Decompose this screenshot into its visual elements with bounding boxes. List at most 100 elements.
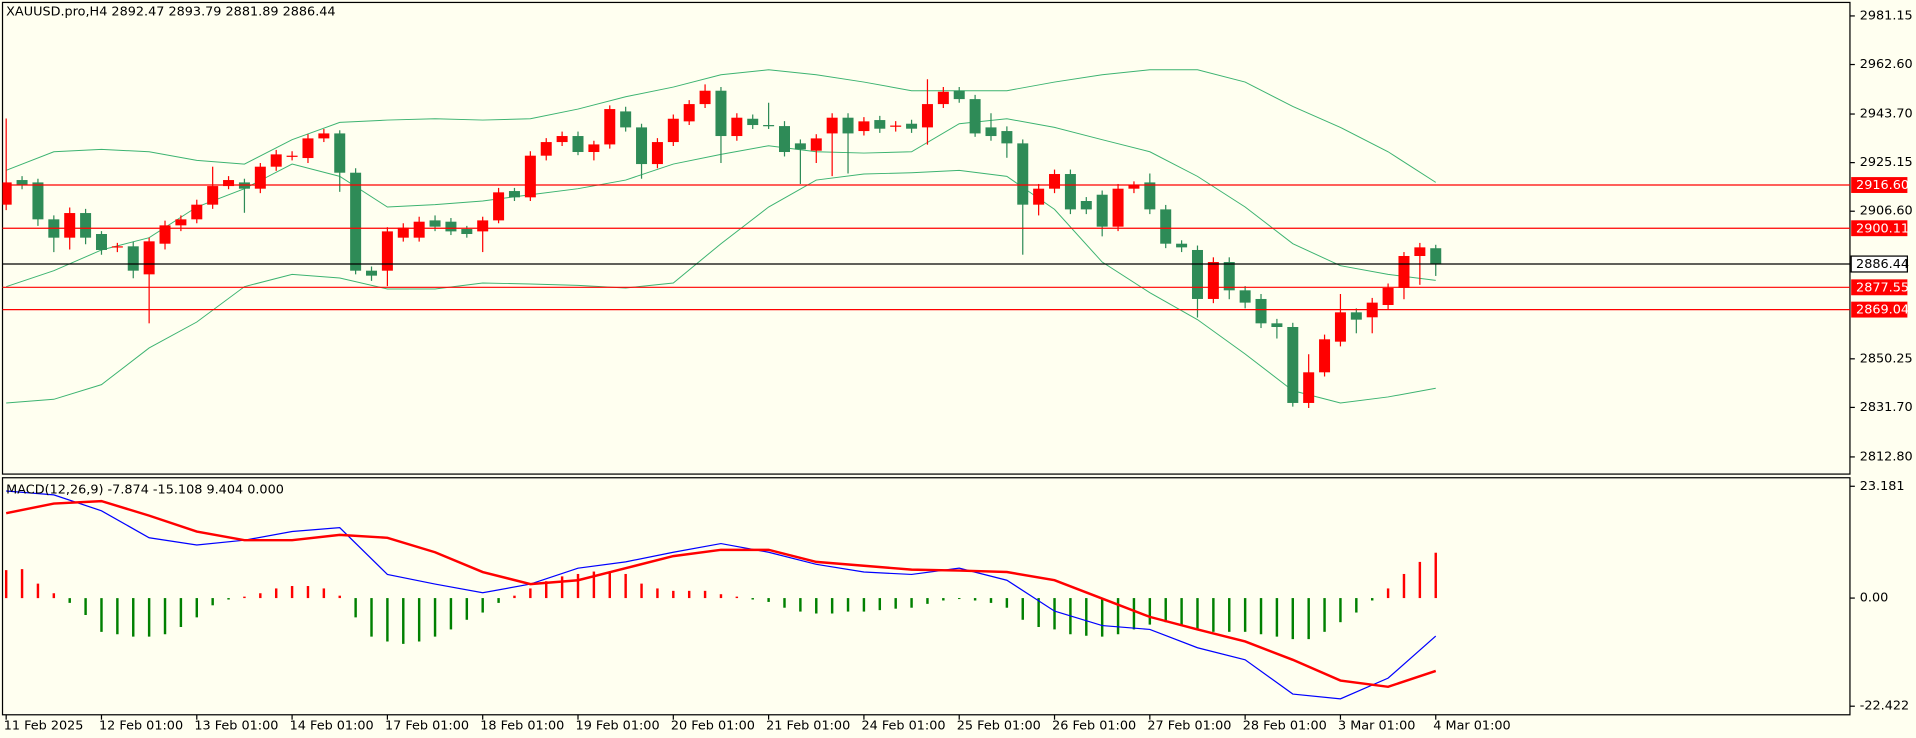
x-tick-label: 26 Feb 01:00: [1052, 718, 1136, 733]
current-price-box: [1850, 255, 1908, 273]
candle-body: [588, 144, 600, 153]
y-tick-label: -22.422: [1860, 699, 1909, 714]
x-tick-label: 3 Mar 01:00: [1338, 718, 1415, 733]
candle-body: [477, 220, 489, 232]
y-tick-label: 2906.60: [1860, 204, 1913, 219]
candle-body: [556, 136, 568, 143]
macd-panel: [1, 477, 1851, 716]
x-tick-label: 13 Feb 01:00: [194, 718, 278, 733]
y-tick-label: 2962.60: [1860, 57, 1913, 72]
candle-body: [1239, 290, 1251, 303]
candle-body: [540, 142, 552, 156]
candle-body: [1096, 194, 1108, 227]
candle-body: [953, 90, 965, 100]
candle-body: [191, 204, 203, 220]
x-tick-label: 21 Feb 01:00: [766, 718, 850, 733]
candle-body: [286, 155, 298, 157]
candle-body: [1255, 298, 1267, 324]
candle-body: [810, 138, 822, 151]
x-tick-label: 4 Mar 01:00: [1433, 718, 1510, 733]
candle-body: [127, 246, 139, 271]
candle-body: [1414, 247, 1426, 257]
x-tick-label: 24 Feb 01:00: [861, 718, 945, 733]
candle-body: [778, 126, 790, 153]
y-tick-label: 2925.15: [1860, 155, 1913, 170]
current-price-label: 2886.44: [1856, 257, 1909, 272]
candle-body: [1160, 209, 1172, 244]
level-label: 2900.11: [1856, 221, 1909, 236]
candle-body: [175, 219, 187, 226]
x-tick-label: 14 Feb 01:00: [290, 718, 374, 733]
candle-body: [270, 154, 282, 167]
macd-plot: [4, 490, 1437, 700]
level-label-box: [1851, 279, 1908, 296]
candle-body: [1334, 312, 1346, 342]
candle-body: [524, 155, 536, 198]
level-label: 2916.60: [1856, 178, 1909, 193]
candle-body: [1128, 185, 1140, 189]
candle-body: [366, 270, 378, 276]
candle-body: [32, 182, 44, 220]
candle-body: [937, 91, 949, 105]
x-tick-label: 27 Feb 01:00: [1147, 718, 1231, 733]
candle-body: [683, 104, 695, 122]
candle-body: [921, 104, 933, 128]
candle-body: [906, 123, 918, 129]
candle-body: [429, 220, 441, 227]
macd-title: MACD(12,26,9) -7.874 -15.108 9.404 0.000: [6, 482, 284, 497]
candle-body: [667, 118, 679, 143]
candle-body: [381, 231, 393, 271]
candle-body: [874, 120, 886, 129]
candle-body: [731, 117, 743, 137]
y-tick-label: 2850.25: [1860, 351, 1913, 366]
candle-body: [64, 213, 76, 238]
candle-body: [1430, 248, 1442, 265]
candle-body: [302, 138, 314, 159]
candle-body: [350, 172, 362, 271]
candle-body: [445, 221, 457, 232]
candle-body: [223, 180, 235, 187]
candle-body: [858, 121, 870, 132]
level-label: 2869.04: [1856, 303, 1909, 318]
candle-body: [636, 127, 648, 165]
candle-body: [1017, 143, 1029, 205]
candle-body: [604, 109, 616, 145]
candle-body: [334, 133, 346, 173]
candle-body: [493, 192, 505, 221]
candle-body: [1319, 339, 1331, 373]
candle-body: [111, 246, 123, 248]
candle-body: [413, 221, 425, 238]
x-tick-label: 17 Feb 01:00: [385, 718, 469, 733]
candle-body: [1080, 200, 1092, 210]
candle-body: [890, 125, 902, 127]
level-label-box: [1851, 301, 1908, 318]
candle-body: [318, 133, 330, 139]
candle-body: [620, 111, 632, 128]
candle-body: [1223, 262, 1235, 291]
candle-body: [1191, 249, 1203, 299]
x-tick-label: 11 Feb 2025: [4, 718, 84, 733]
candle-body: [397, 227, 409, 238]
candle-body: [1064, 174, 1076, 210]
x-tick-label: 28 Feb 01:00: [1243, 718, 1327, 733]
candle-body: [16, 180, 28, 186]
candle-body: [1001, 131, 1013, 144]
candle-body: [1112, 188, 1124, 227]
candle-body: [254, 166, 266, 189]
y-tick-label: 2981.15: [1860, 8, 1913, 23]
candle-body: [763, 125, 775, 127]
candle-body: [985, 127, 997, 137]
candle-body: [1303, 372, 1315, 403]
x-tick-label: 20 Feb 01:00: [671, 718, 755, 733]
level-label: 2877.55: [1856, 280, 1909, 295]
x-tick-label: 18 Feb 01:00: [480, 718, 564, 733]
candle-body: [95, 234, 107, 250]
candle-body: [80, 213, 92, 238]
candle-body: [794, 143, 806, 150]
candle-body: [1176, 243, 1188, 248]
candle-body: [2, 182, 12, 205]
macd-line: [5, 499, 1437, 689]
band-lower: [6, 169, 1436, 404]
candle-body: [969, 99, 981, 134]
